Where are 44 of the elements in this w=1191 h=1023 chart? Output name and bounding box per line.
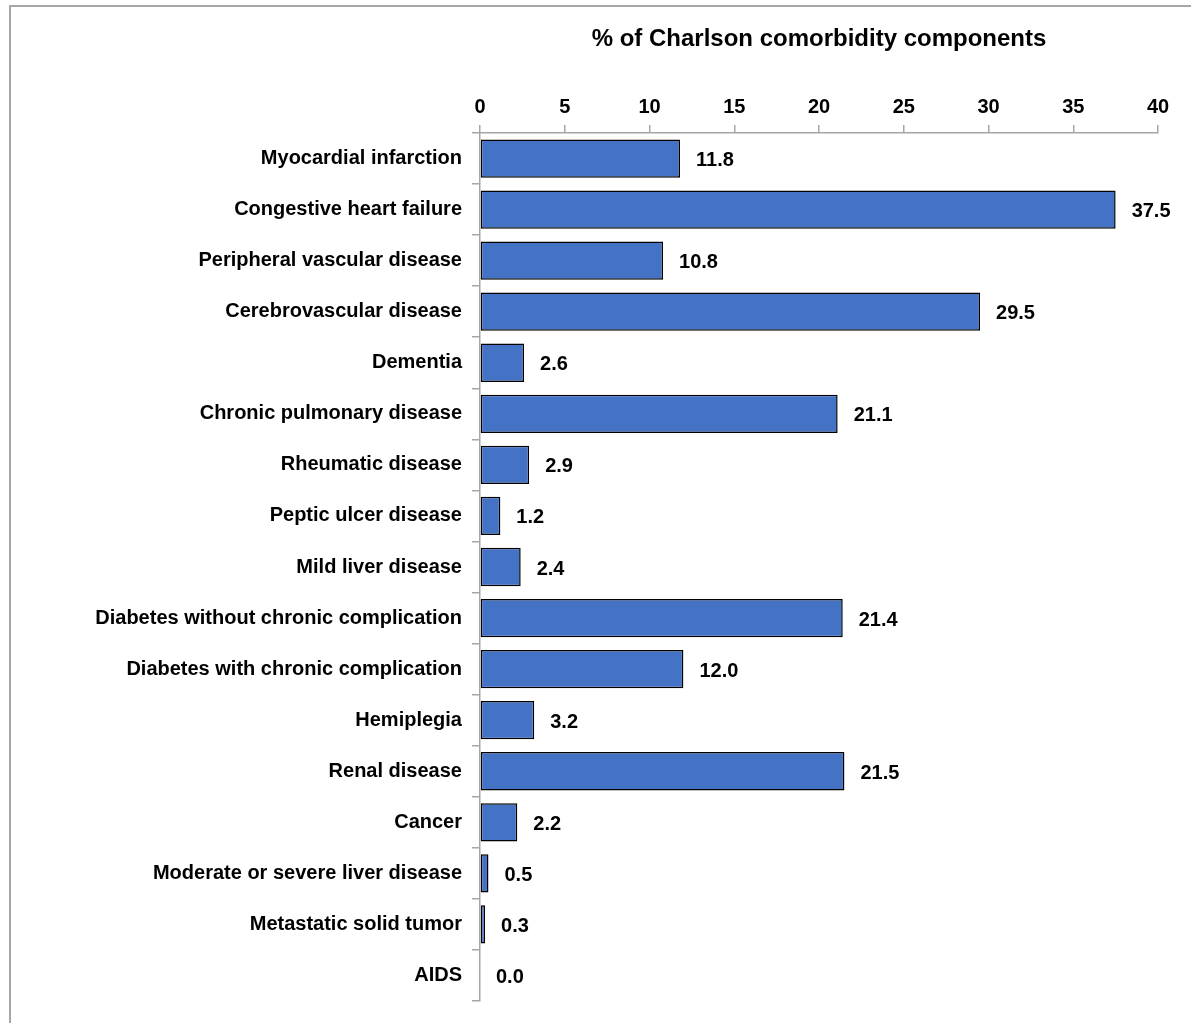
x-axis-title: % of Charlson comorbidity components: [591, 24, 1047, 52]
x-tick-label: 30: [977, 94, 1000, 117]
data-label: 21.4: [858, 607, 899, 630]
x-tick-label: 35: [1062, 94, 1085, 117]
y-tick-label: Mild liver disease: [296, 554, 462, 577]
data-label: 37.5: [1131, 199, 1171, 222]
data-label: 0.5: [504, 862, 533, 885]
y-tick-label: Hemiplegia: [355, 707, 463, 730]
y-tick-label: Myocardial infarction: [260, 146, 462, 169]
data-label: 3.2: [550, 709, 579, 732]
x-tick-label: 20: [807, 94, 831, 117]
data-label: 11.8: [696, 148, 734, 171]
y-tick-label: Cerebrovascular disease: [225, 299, 462, 322]
x-tick-label: 10: [638, 94, 661, 117]
y-tick-label: Rheumatic disease: [280, 452, 462, 475]
y-tick-label: Dementia: [371, 350, 463, 373]
data-label: 21.5: [860, 760, 900, 783]
data-label: 0.0: [496, 964, 524, 987]
y-tick-label: Peptic ulcer disease: [269, 503, 462, 526]
data-label: 10.8: [679, 250, 718, 273]
data-label: 0.3: [501, 913, 529, 936]
y-tick-label: AIDS: [414, 962, 462, 985]
data-label: 2.4: [536, 556, 566, 579]
x-tick-label: 40: [1146, 94, 1170, 117]
x-tick-label: 5: [559, 94, 571, 117]
data-label: 2.6: [540, 352, 568, 375]
data-label: 12.0: [699, 658, 739, 681]
x-tick-label: 15: [723, 94, 746, 117]
y-tick-label: Renal disease: [328, 758, 462, 781]
y-tick-label: Metastatic solid tumor: [249, 911, 463, 934]
y-tick-label: Peripheral vascular disease: [198, 248, 462, 271]
y-tick-label: Cancer: [394, 809, 463, 832]
y-tick-label: Moderate or severe liver disease: [152, 860, 462, 883]
data-label: 1.2: [516, 505, 545, 528]
data-label: 2.9: [545, 454, 573, 477]
y-tick-label: Diabetes without chronic complication: [95, 605, 462, 628]
data-label: 29.5: [996, 301, 1035, 324]
y-tick-label: Diabetes with chronic complication: [126, 656, 462, 679]
data-label: 21.1: [853, 403, 893, 426]
y-tick-label: Congestive heart failure: [234, 197, 462, 220]
x-tick-label: 0: [474, 94, 486, 117]
y-tick-label: Chronic pulmonary disease: [199, 401, 462, 424]
x-tick-label: 25: [892, 94, 915, 117]
data-label: 2.2: [533, 811, 562, 834]
